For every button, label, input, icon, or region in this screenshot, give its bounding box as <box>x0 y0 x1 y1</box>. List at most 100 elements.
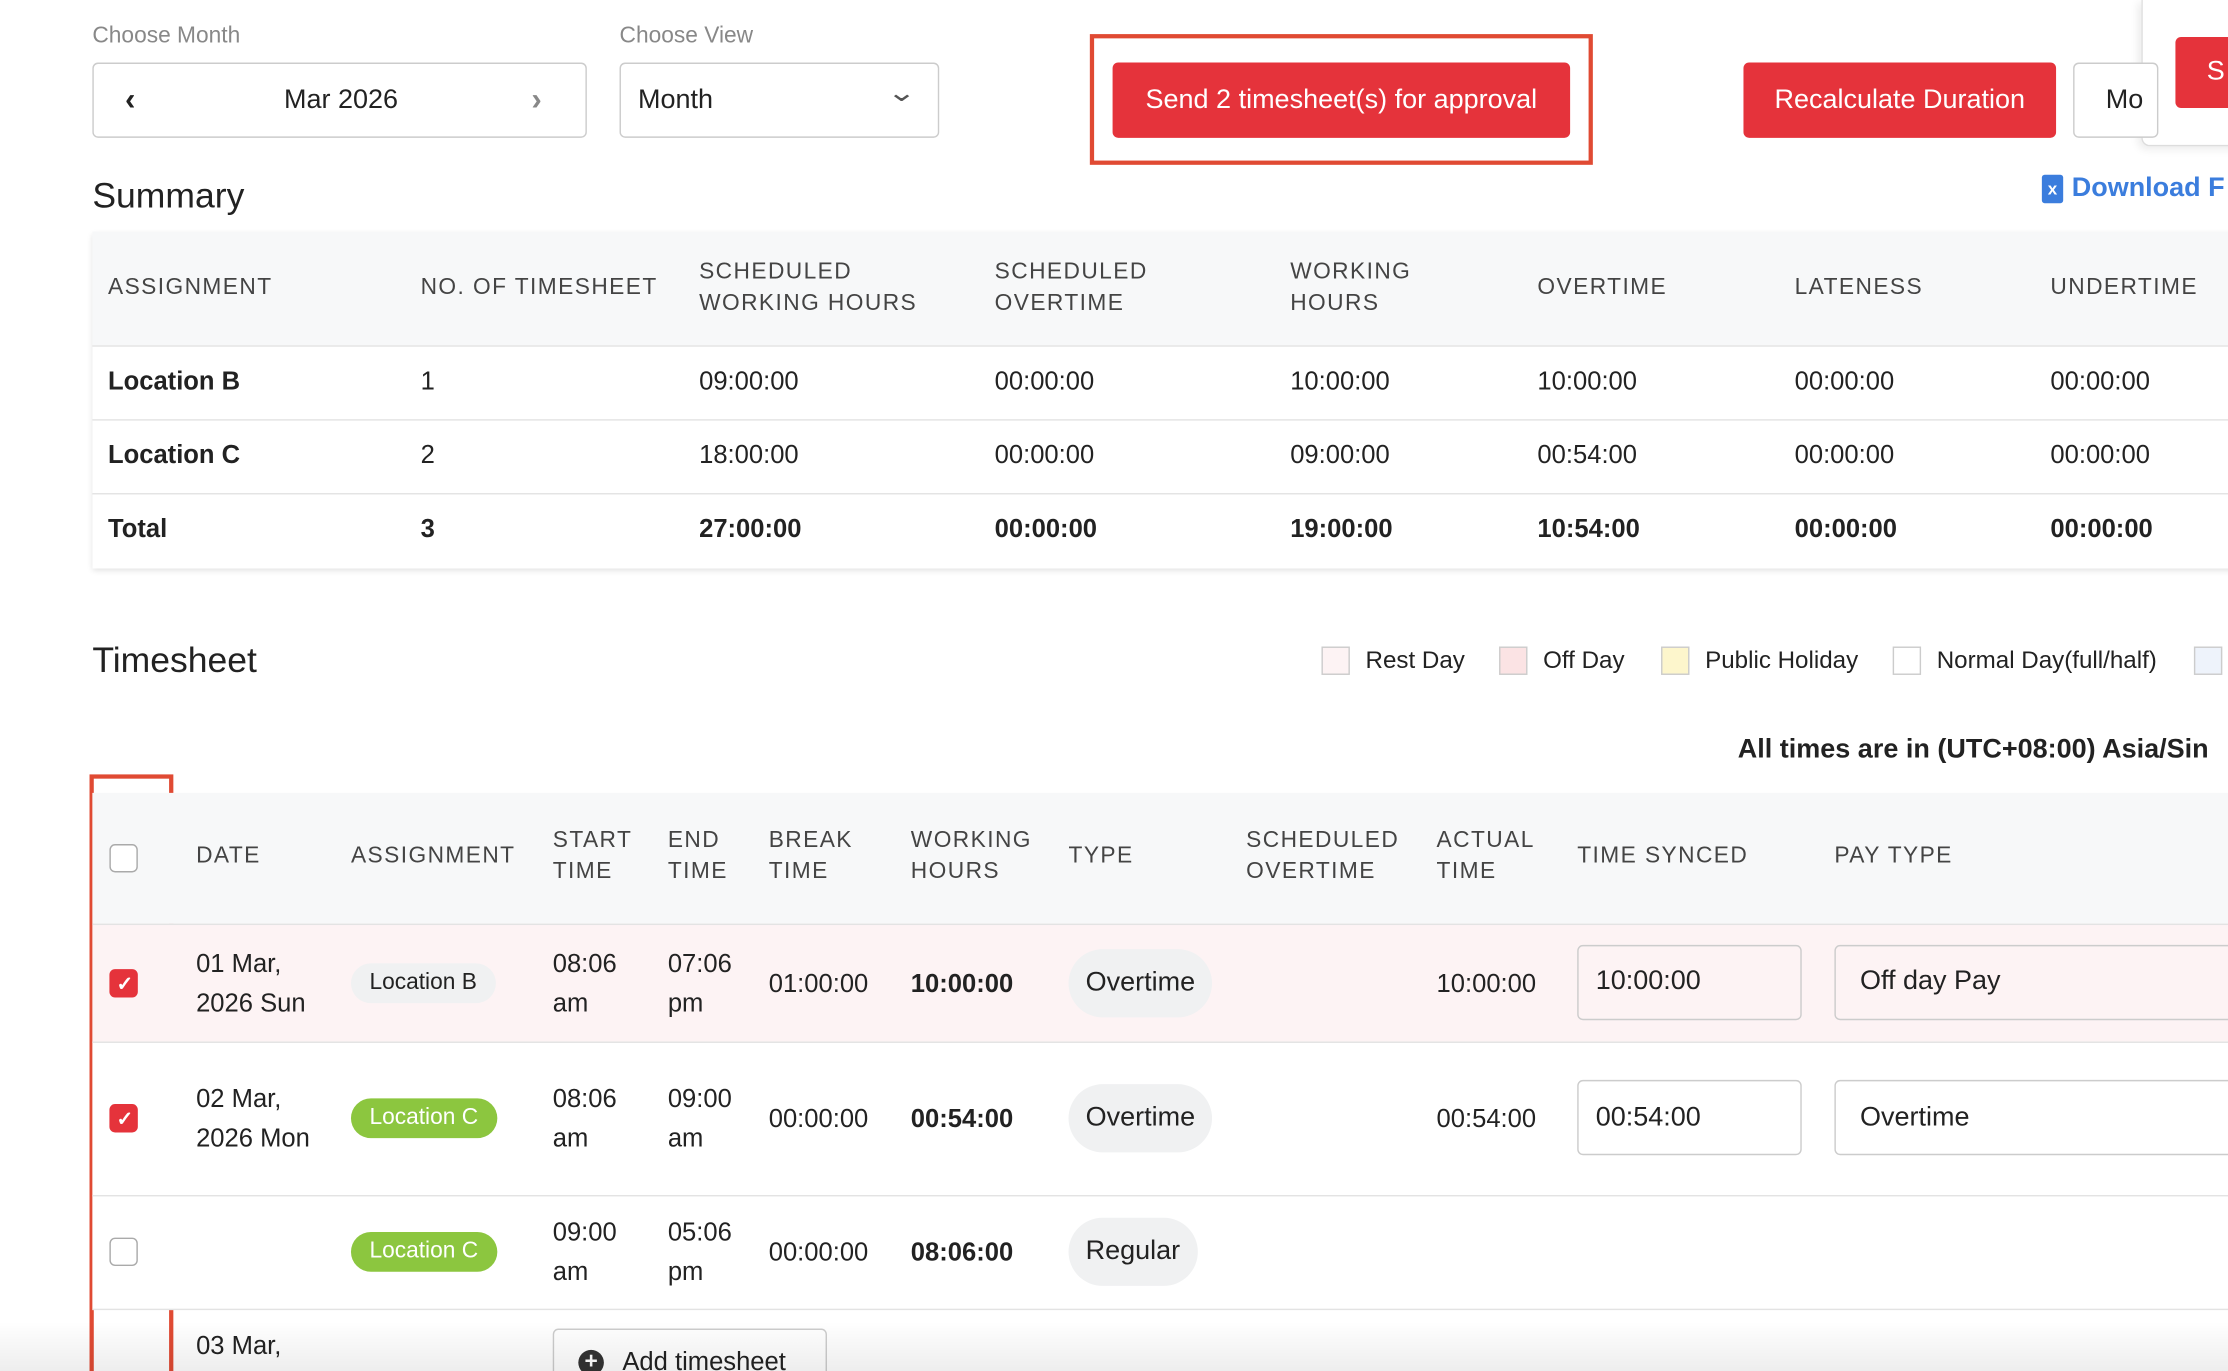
cell: Location C <box>107 440 241 469</box>
row-checkbox[interactable] <box>109 1104 138 1133</box>
section-title: Summary <box>92 176 245 216</box>
view-select[interactable]: Month ⌄ <box>619 62 940 138</box>
prev-arrow[interactable]: ‹ <box>125 80 136 117</box>
month-picker[interactable]: ‹ Mar 2026 › <box>92 62 587 138</box>
cell: 10:00:00 <box>1537 366 1638 396</box>
check-mark: ✓ <box>116 971 134 994</box>
column-header: SCHEDULED WORKING HOURS <box>699 260 918 316</box>
cell: 08:06:00 <box>910 1237 1014 1267</box>
assignment-badge: Location B <box>350 962 496 1003</box>
column-header: PAY TYPE <box>1834 844 1953 869</box>
legend-swatch <box>1321 646 1350 675</box>
row-divider <box>92 345 2228 347</box>
cell: Total <box>107 514 168 543</box>
next-arrow[interactable]: › <box>531 80 542 117</box>
cell: 01:00:00 <box>768 968 869 997</box>
legend-label: Normal Day(full/half) <box>1936 646 2157 674</box>
highlight-box <box>1089 34 1593 165</box>
cell: 10:00:00 <box>1290 366 1390 396</box>
cell: 19:00:00 <box>1290 514 1393 543</box>
legend-swatch <box>2193 646 2223 675</box>
cell: 00:00:00 <box>768 1104 869 1133</box>
assignment-badge: Location C <box>350 1231 497 1272</box>
label: Choose Month <box>92 24 241 49</box>
section-title: Timesheet <box>92 640 257 681</box>
column-header: UNDERTIME <box>2050 275 2198 300</box>
cell: 27:00:00 <box>699 514 802 543</box>
recalculate-button[interactable]: Recalculate Duration <box>1743 62 2057 138</box>
cell: 00:00:00 <box>2050 366 2150 396</box>
download-link[interactable]: Download F <box>2071 173 2225 204</box>
legend-swatch <box>1892 646 1922 675</box>
row-divider <box>92 419 2228 421</box>
send-button[interactable]: Send 2 timesheet(s) for approval <box>1112 62 1571 138</box>
check-mark: ✓ <box>116 1106 134 1130</box>
legend-label: Off Day <box>1543 646 1625 674</box>
legend-swatch <box>1661 646 1690 675</box>
cell: 00:00:00 <box>994 514 1098 543</box>
column-header: TIME SYNCED <box>1577 844 1749 869</box>
cell: 00:00:00 <box>2050 514 2153 543</box>
cell: 2 <box>420 440 435 469</box>
row-background <box>92 1308 2228 1371</box>
cell: 3 <box>420 514 435 543</box>
cell: 09:00 am <box>552 1217 617 1286</box>
cell: 10:00:00 <box>1436 968 1537 997</box>
cell: 01 Mar, 2026 Sun <box>196 948 306 1017</box>
column-header: ASSIGNMENT <box>107 275 273 300</box>
side-button[interactable]: S <box>2175 36 2228 108</box>
column-header: ASSIGNMENT <box>350 844 516 869</box>
legend-label: Rest Day <box>1365 646 1465 674</box>
cell: 18:00:00 <box>699 440 799 469</box>
column-header: OVERTIME <box>1537 275 1668 300</box>
row-divider <box>92 493 2228 495</box>
column-header: START TIME <box>552 828 632 884</box>
bottom-fade <box>0 1321 2228 1371</box>
cell: 00:54:00 <box>1436 1104 1537 1133</box>
cell: 00:00:00 <box>2050 440 2150 469</box>
cell: 05:06 pm <box>667 1217 732 1286</box>
column-header: SCHEDULED OVERTIME <box>1246 828 1400 884</box>
add-icon: + <box>578 1349 604 1371</box>
pay-type-select[interactable]: Overtime <box>1834 1079 2228 1156</box>
time-synced-input[interactable]: 10:00:00 <box>1577 944 1802 1020</box>
view-value: Month <box>637 85 714 116</box>
more-button[interactable]: Mo <box>2073 62 2159 138</box>
row-checkbox[interactable] <box>109 968 138 997</box>
legend-label: Public Holiday <box>1705 646 1859 674</box>
cell: 09:00 am <box>667 1084 732 1153</box>
type-pill: Overtime <box>1068 1084 1213 1153</box>
type-pill: Regular <box>1068 1217 1198 1286</box>
cell: Location B <box>107 366 241 396</box>
column-header: LATENESS <box>1794 275 1924 300</box>
cell: 00:00:00 <box>1794 366 1895 396</box>
cell: 10:00:00 <box>910 968 1014 997</box>
cell: 00:00:00 <box>994 366 1095 396</box>
legend-swatch <box>1499 646 1528 675</box>
column-header: TYPE <box>1068 844 1134 869</box>
row-checkbox[interactable] <box>109 1237 138 1267</box>
download-icon[interactable]: x <box>2041 174 2064 204</box>
cell: 00:00:00 <box>768 1237 869 1267</box>
column-header: END TIME <box>667 828 728 884</box>
column-header: SCHEDULED OVERTIME <box>994 260 1148 316</box>
timesheet-header-bg <box>92 792 2228 924</box>
add-timesheet-button[interactable]: + Add timesheet <box>552 1328 827 1371</box>
time-synced-input[interactable]: 00:54:00 <box>1577 1079 1802 1156</box>
summary-header-bg <box>92 231 2228 346</box>
cell: 09:00:00 <box>699 366 799 396</box>
select-all-checkbox[interactable] <box>109 844 138 873</box>
pay-type-select[interactable]: Off day Pay <box>1834 944 2228 1020</box>
column-header: NO. OF TIMESHEET <box>420 275 658 300</box>
label: Choose View <box>619 24 754 49</box>
column-header: ACTUAL TIME <box>1436 828 1534 884</box>
cell: 09:00:00 <box>1290 440 1390 469</box>
timezone-note: All times are in (UTC+08:00) Asia/Sin <box>1737 734 2209 765</box>
assignment-badge: Location C <box>350 1098 497 1139</box>
month-value: Mar 2026 <box>283 85 399 116</box>
cell: 08:06 am <box>552 1084 617 1153</box>
cell: 00:54:00 <box>1537 440 1638 469</box>
dropdown-caret: ⌄ <box>886 78 917 107</box>
